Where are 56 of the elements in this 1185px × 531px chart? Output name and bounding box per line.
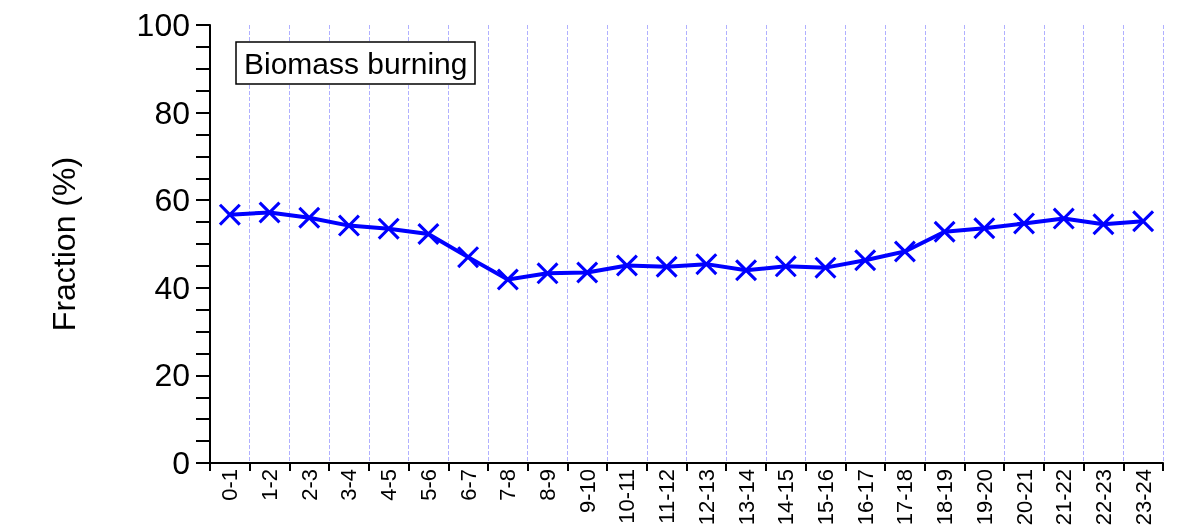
x-tick-label: 12-13: [693, 469, 719, 526]
point: [695, 253, 718, 276]
point: [576, 261, 599, 284]
x-tick-label: 8-9: [535, 469, 561, 501]
point: [615, 254, 638, 277]
annotation: Biomass burning: [244, 46, 468, 80]
point: [933, 220, 956, 243]
point: [1052, 207, 1075, 230]
point: [1132, 210, 1155, 233]
x-tick-label: 16-17: [852, 469, 878, 526]
x-tick-label: 13-14: [733, 469, 759, 526]
y-tick-label: 40: [154, 269, 190, 306]
x-tick-label: 4-5: [376, 469, 402, 501]
x-tick-label: 2-3: [296, 469, 322, 501]
x-tick-label: 23-24: [1130, 469, 1156, 526]
y-tick-label: 80: [154, 94, 190, 131]
x-tick-label: 5-6: [415, 469, 441, 501]
x-tick-label: 21-22: [1051, 469, 1077, 526]
point: [337, 214, 360, 237]
point: [655, 255, 678, 278]
point: [218, 203, 241, 226]
point: [814, 256, 837, 279]
point: [298, 206, 321, 229]
x-tick-label: 1-2: [257, 469, 283, 501]
x-tick-label: 0-1: [217, 469, 243, 501]
x-tick-label: 15-16: [812, 469, 838, 526]
x-tick-label: 3-4: [336, 469, 362, 501]
point: [457, 246, 480, 269]
point: [417, 222, 440, 245]
x-tick-label: 22-23: [1090, 469, 1116, 526]
y-tick-label: 0: [172, 445, 190, 481]
x-tick-label: 7-8: [495, 469, 521, 501]
point: [1092, 213, 1115, 236]
x-tick-label: 19-20: [971, 469, 997, 526]
point: [973, 217, 996, 240]
point: [377, 217, 400, 240]
point: [536, 262, 559, 285]
point: [893, 240, 916, 263]
point: [735, 259, 758, 282]
point: [1013, 212, 1036, 235]
x-tick-label: 17-18: [892, 469, 918, 526]
y-axis-title: Fraction (%): [46, 156, 82, 332]
x-tick-label: 18-19: [932, 469, 958, 526]
point: [258, 201, 281, 224]
x-tick-label: 20-21: [1011, 469, 1037, 526]
y-tick-label: 60: [154, 182, 190, 219]
point: [854, 249, 877, 272]
y-tick-label: 100: [136, 7, 190, 43]
y-tick-label: 20: [154, 357, 190, 394]
x-tick-label: 14-15: [773, 469, 799, 526]
x-tick-label: 9-10: [574, 469, 600, 514]
x-tick-label: 10-11: [614, 469, 640, 524]
x-tick-label: 11-12: [654, 469, 680, 524]
point: [496, 268, 519, 291]
point: [774, 255, 797, 278]
x-tick-label: 6-7: [455, 469, 481, 501]
